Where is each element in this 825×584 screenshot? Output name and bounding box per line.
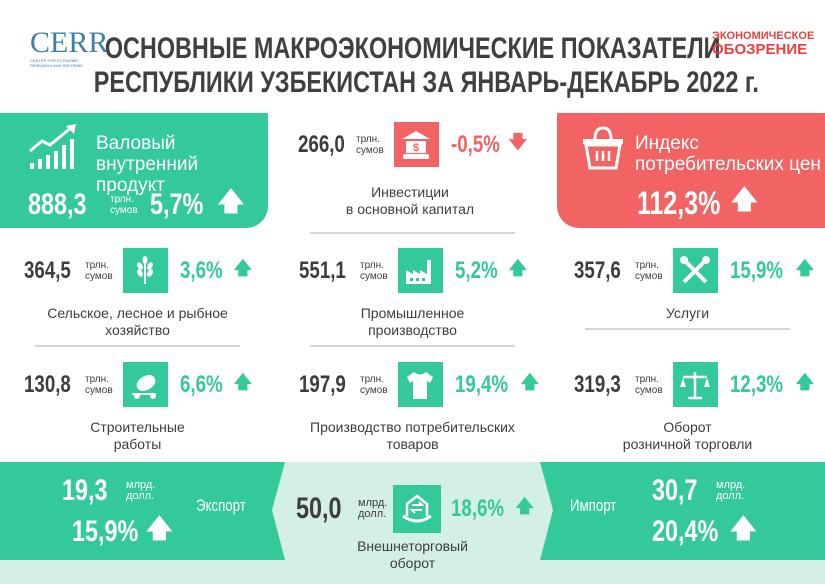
divider bbox=[585, 328, 790, 330]
sector-card: 357,6 трлн. сумов 15,9% 🡅 Услуги bbox=[550, 248, 825, 330]
sector-unit: трлн. сумов bbox=[360, 259, 388, 282]
gdp-value: 888,3 bbox=[28, 188, 87, 221]
sector-value: 319,3 bbox=[574, 370, 621, 398]
sector-card: 319,3 трлн. сумов 12,3% 🡅 Оборот розничной… bbox=[550, 362, 825, 453]
sector-change: 12,3% bbox=[729, 370, 783, 398]
gdp-card: Валовый внутренний продукт 888,3 трлн. су… bbox=[0, 113, 268, 228]
scales-icon bbox=[672, 362, 718, 407]
sector-value: 197,9 bbox=[299, 370, 346, 398]
sector-unit: трлн. сумов bbox=[635, 373, 663, 396]
sector-change: 3,6% bbox=[179, 256, 223, 284]
sector-card: 551,1 трлн. сумов 5,2% 🡅 Промышленное прои… bbox=[275, 248, 550, 347]
bank-dollar-icon: $ bbox=[393, 122, 439, 167]
divider bbox=[310, 345, 515, 347]
arrow-up-icon: 🡅 bbox=[730, 513, 757, 543]
cpi-card: Индекс потребительских цен 112,3% 🡅 bbox=[557, 113, 825, 228]
turnover-label: Внешнеторговый оборот bbox=[357, 538, 468, 571]
sector-value: 551,1 bbox=[299, 256, 346, 284]
arrow-up-icon: 🡅 bbox=[795, 257, 815, 278]
export-label: Экспорт bbox=[196, 496, 246, 515]
export-stat: 19,3 млрд. долл. 15,9% 🡅 bbox=[62, 474, 173, 554]
sector-card: 130,8 трлн. сумов 6,6% 🡅 Строительные рабо… bbox=[0, 362, 275, 453]
import-stat: 30,7 млрд. долл. 20,4% 🡅 bbox=[652, 474, 757, 554]
gdp-label: Валовый внутренний продукт bbox=[96, 133, 199, 196]
sector-card: 197,9 трлн. сумов 19,4% 🡅 Производство по… bbox=[275, 362, 550, 453]
growth-chart-icon bbox=[29, 124, 76, 169]
sector-value: 357,6 bbox=[574, 256, 621, 284]
sector-card: 364,5 трлн. сумов 3,6% 🡅 Сельское, лесное… bbox=[0, 248, 275, 347]
sector-label: Промышленное производство bbox=[360, 305, 465, 338]
tools-icon bbox=[672, 248, 718, 293]
sector-change: 15,9% bbox=[729, 256, 783, 284]
tshirt-icon bbox=[397, 362, 443, 407]
investments-label: Инвестиции в основной капитал bbox=[345, 184, 475, 217]
arrow-up-icon: 🡅 bbox=[795, 371, 815, 392]
ekonomicheskoe-obozrenie-logo: ЭКОНОМИЧЕСКОЕ ОБОЗРЕНИЕ bbox=[712, 30, 815, 58]
page-title-line1: ОСНОВНЫЕ МАКРОЭКОНОМИЧЕСКИЕ ПОКАЗАТЕЛИ bbox=[104, 32, 721, 65]
cerr-logo: CERR CENTER FOR ECONOMIC RESEARCH AND RE… bbox=[30, 26, 109, 69]
import-label: Импорт bbox=[570, 496, 617, 515]
sector-label: Производство потребительских товаров bbox=[310, 419, 515, 452]
svg-text:$: $ bbox=[413, 142, 419, 154]
arrow-up-icon: 🡅 bbox=[731, 184, 758, 214]
arrow-up-icon: 🡅 bbox=[233, 257, 253, 278]
exchange-house-icon bbox=[393, 485, 442, 533]
sector-value: 130,8 bbox=[24, 370, 71, 398]
sector-change: 19,4% bbox=[454, 370, 508, 398]
sector-label: Услуги bbox=[665, 305, 710, 321]
sector-value: 364,5 bbox=[24, 256, 71, 284]
cpi-label: Индекс потребительских цен bbox=[635, 133, 821, 175]
sector-unit: трлн. сумов bbox=[635, 259, 663, 282]
arrow-up-icon: 🡅 bbox=[515, 496, 534, 516]
sector-label: Оборот розничной торговли bbox=[622, 419, 753, 452]
arrow-up-icon: 🡅 bbox=[146, 513, 173, 543]
basket-icon bbox=[583, 126, 623, 170]
arrow-up-icon: 🡅 bbox=[520, 371, 540, 392]
sector-unit: трлн. сумов bbox=[85, 259, 113, 282]
sector-change: 6,6% bbox=[179, 370, 223, 398]
gdp-change: 5,7% bbox=[149, 188, 203, 221]
sector-unit: трлн. сумов bbox=[360, 373, 388, 396]
sector-label: Строительные работы bbox=[90, 419, 185, 452]
arrow-up-icon: 🡅 bbox=[233, 371, 253, 392]
investments-stat: 266,0 трлн. сумов $ -0,5% 🡇 bbox=[298, 122, 527, 167]
sector-label: Сельское, лесное и рыбное хозяйство bbox=[47, 305, 228, 338]
trade-shapes bbox=[0, 462, 825, 560]
page-title-line2: РЕСПУБЛИКИ УЗБЕКИСТАН ЗА ЯНВАРЬ-ДЕКАБРЬ … bbox=[93, 66, 759, 99]
cement-mixer-icon bbox=[122, 362, 168, 407]
arrow-up-icon: 🡅 bbox=[217, 186, 245, 216]
factory-icon bbox=[397, 248, 443, 293]
arrow-up-icon: 🡅 bbox=[508, 257, 528, 278]
divider bbox=[35, 345, 240, 347]
turnover-stat: 50,0 млрд. долл. 18,6% 🡅 bbox=[296, 485, 534, 533]
sector-unit: трлн. сумов bbox=[85, 373, 113, 396]
arrow-down-icon: 🡇 bbox=[508, 131, 528, 152]
cpi-value: 112,3% bbox=[637, 184, 721, 221]
wheat-icon bbox=[122, 248, 168, 293]
divider bbox=[310, 232, 515, 234]
sector-change: 5,2% bbox=[454, 256, 498, 284]
